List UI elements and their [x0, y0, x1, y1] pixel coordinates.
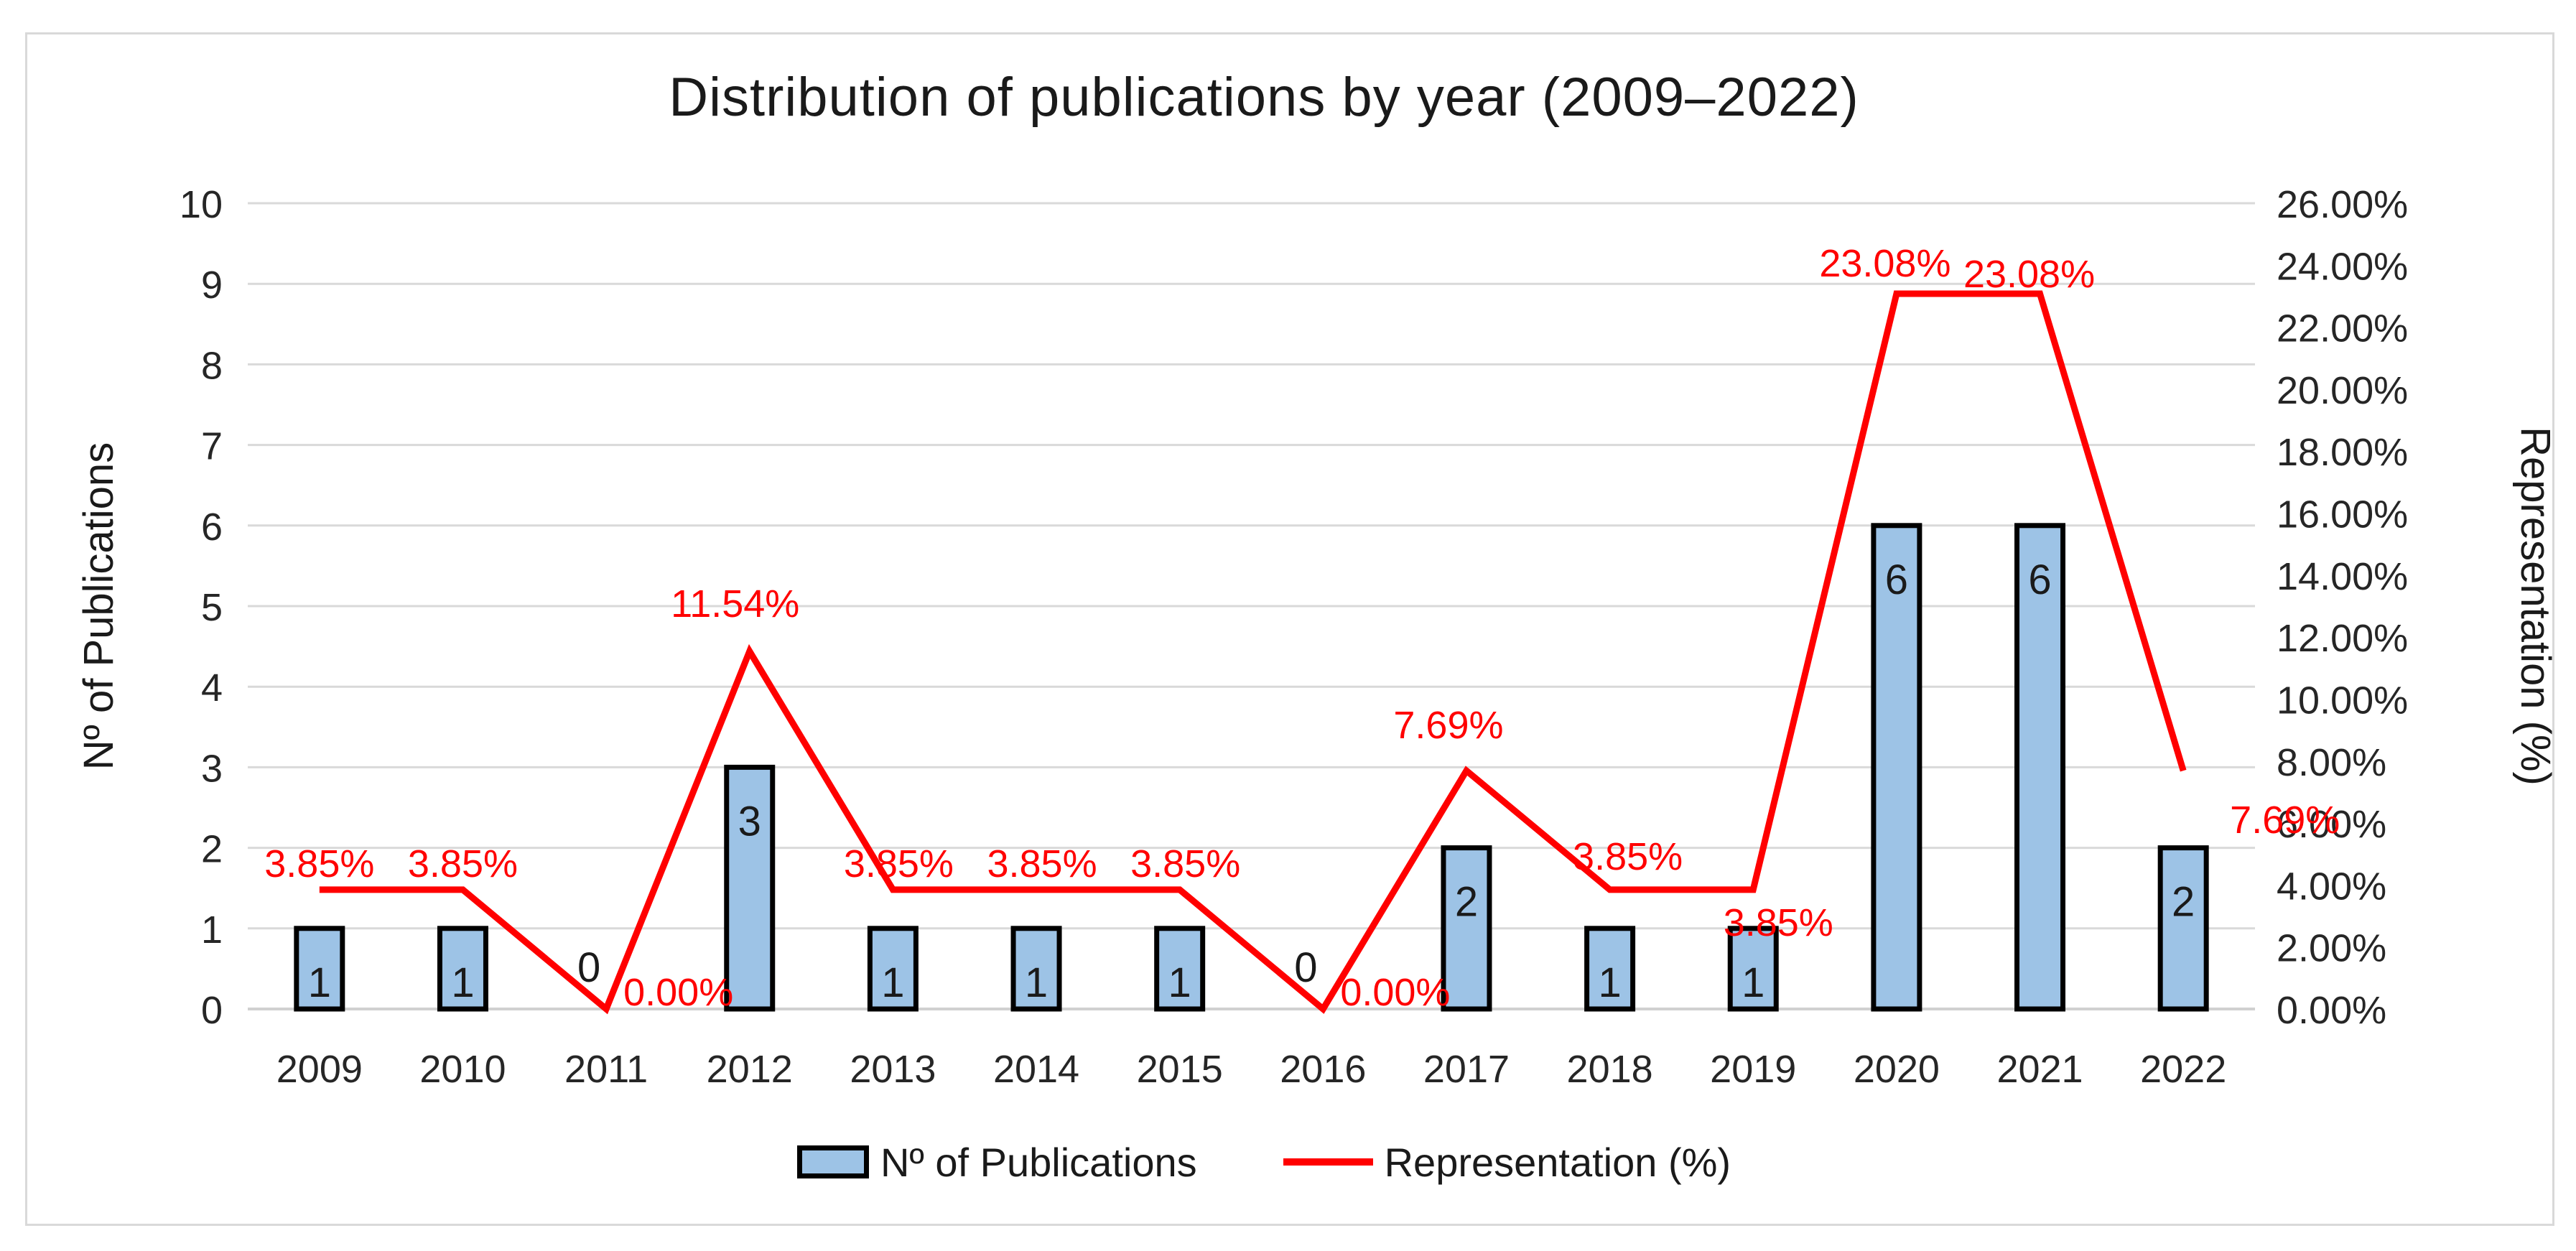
bar-2017	[1441, 845, 1492, 1012]
left-axis-tick: 4	[201, 666, 223, 710]
x-axis-tick: 2020	[1854, 1048, 1940, 1091]
line-label-2011: 0.00%	[623, 971, 733, 1014]
bar-2019	[1727, 926, 1779, 1012]
x-axis-tick: 2018	[1567, 1048, 1653, 1091]
chart-frame	[25, 32, 2554, 1226]
legend: Nº of Publications Representation (%)	[0, 1133, 2528, 1191]
line-label-2010: 3.85%	[408, 842, 518, 885]
x-axis-tick: 2022	[2140, 1048, 2226, 1091]
x-axis-tick: 2012	[707, 1048, 793, 1091]
line-label-2016: 0.00%	[1340, 971, 1450, 1014]
x-axis-tick: 2015	[1137, 1048, 1223, 1091]
left-axis-tick: 3	[201, 747, 223, 790]
right-axis-tick: 24.00%	[2277, 245, 2408, 288]
legend-label-publications: Nº of Publications	[880, 1139, 1197, 1185]
line-label-2019: 3.85%	[1724, 901, 1833, 944]
bar-2009	[294, 926, 345, 1012]
bar-label-2021: 6	[2028, 557, 2051, 603]
right-axis-tick: 10.00%	[2277, 679, 2408, 722]
x-axis-tick: 2009	[276, 1048, 363, 1091]
right-axis-tick: 8.00%	[2277, 741, 2386, 784]
left-axis-tick: 10	[180, 183, 223, 226]
right-axis-tick: 18.00%	[2277, 431, 2408, 474]
right-axis-tick: 2.00%	[2277, 927, 2386, 970]
bar-2018	[1584, 926, 1636, 1012]
bar-label-2015: 1	[1168, 959, 1191, 1006]
x-axis-tick: 2011	[564, 1048, 648, 1091]
right-axis-tick: 26.00%	[2277, 183, 2408, 226]
bar-2010	[437, 926, 488, 1012]
x-axis-tick: 2010	[419, 1048, 506, 1091]
bar-label-2010: 1	[451, 959, 474, 1006]
bar-2021	[2014, 523, 2066, 1012]
bar-label-2017: 2	[1455, 879, 1478, 926]
bar-2014	[1010, 926, 1062, 1012]
bar-label-2011: 0	[577, 944, 600, 991]
legend-line-swatch-icon	[1283, 1158, 1373, 1166]
left-axis-tick: 0	[201, 989, 223, 1032]
bar-2013	[867, 926, 919, 1012]
bar-label-2016: 0	[1294, 944, 1317, 991]
left-axis-tick: 9	[201, 264, 223, 307]
x-axis-tick: 2016	[1280, 1048, 1366, 1091]
x-axis-tick: 2019	[1710, 1048, 1796, 1091]
x-axis-tick: 2013	[850, 1048, 936, 1091]
left-axis-tick: 5	[201, 586, 223, 629]
line-label-2018: 3.85%	[1573, 835, 1683, 878]
left-axis-tick: 7	[201, 425, 223, 468]
line-label-2022: 7.69%	[2230, 799, 2340, 842]
line-label-2021: 23.08%	[1963, 253, 2095, 296]
legend-bar-swatch-icon	[796, 1145, 869, 1178]
right-axis-tick: 12.00%	[2277, 617, 2408, 660]
bar-2020	[1871, 523, 1922, 1012]
line-label-2020: 23.08%	[1819, 242, 1950, 285]
x-axis-tick: 2017	[1423, 1048, 1510, 1091]
right-axis-tick: 0.00%	[2277, 989, 2386, 1032]
chart-title: Distribution of publications by year (20…	[669, 67, 1859, 128]
line-label-2013: 3.85%	[844, 842, 954, 885]
right-axis-tick: 6.00%	[2277, 803, 2386, 846]
bar-label-2014: 1	[1025, 959, 1048, 1006]
left-axis-tick: 2	[201, 828, 223, 871]
bar-label-2009: 1	[308, 959, 331, 1006]
left-axis-tick: 1	[201, 908, 223, 952]
bar-2012	[724, 764, 776, 1012]
right-axis-tick: 16.00%	[2277, 493, 2408, 536]
bar-label-2020: 6	[1885, 557, 1908, 603]
right-axis-tick: 20.00%	[2277, 369, 2408, 412]
line-label-2012: 11.54%	[671, 582, 799, 626]
line-label-2015: 3.85%	[1130, 842, 1240, 885]
bar-label-2012: 3	[738, 798, 761, 845]
line-label-2017: 7.69%	[1393, 704, 1503, 747]
legend-label-representation: Representation (%)	[1384, 1139, 1731, 1185]
representation-line	[319, 290, 2187, 1015]
line-label-2009: 3.85%	[264, 842, 374, 885]
bar-label-2018: 1	[1598, 959, 1621, 1006]
bar-2015	[1154, 926, 1206, 1012]
bar-label-2013: 1	[881, 959, 904, 1006]
x-axis-tick: 2014	[993, 1048, 1079, 1091]
x-axis-tick: 2021	[1996, 1048, 2083, 1091]
line-label-2014: 3.85%	[987, 842, 1097, 885]
bar-label-2019: 1	[1742, 959, 1764, 1006]
right-axis-tick: 22.00%	[2277, 307, 2408, 350]
right-axis-tick: 14.00%	[2277, 555, 2408, 598]
left-axis-tick: 8	[201, 344, 223, 387]
bar-label-2022: 2	[2172, 879, 2195, 926]
right-axis-tick: 4.00%	[2277, 865, 2386, 908]
bar-2022	[2157, 845, 2209, 1012]
left-axis-tick: 6	[201, 506, 223, 549]
